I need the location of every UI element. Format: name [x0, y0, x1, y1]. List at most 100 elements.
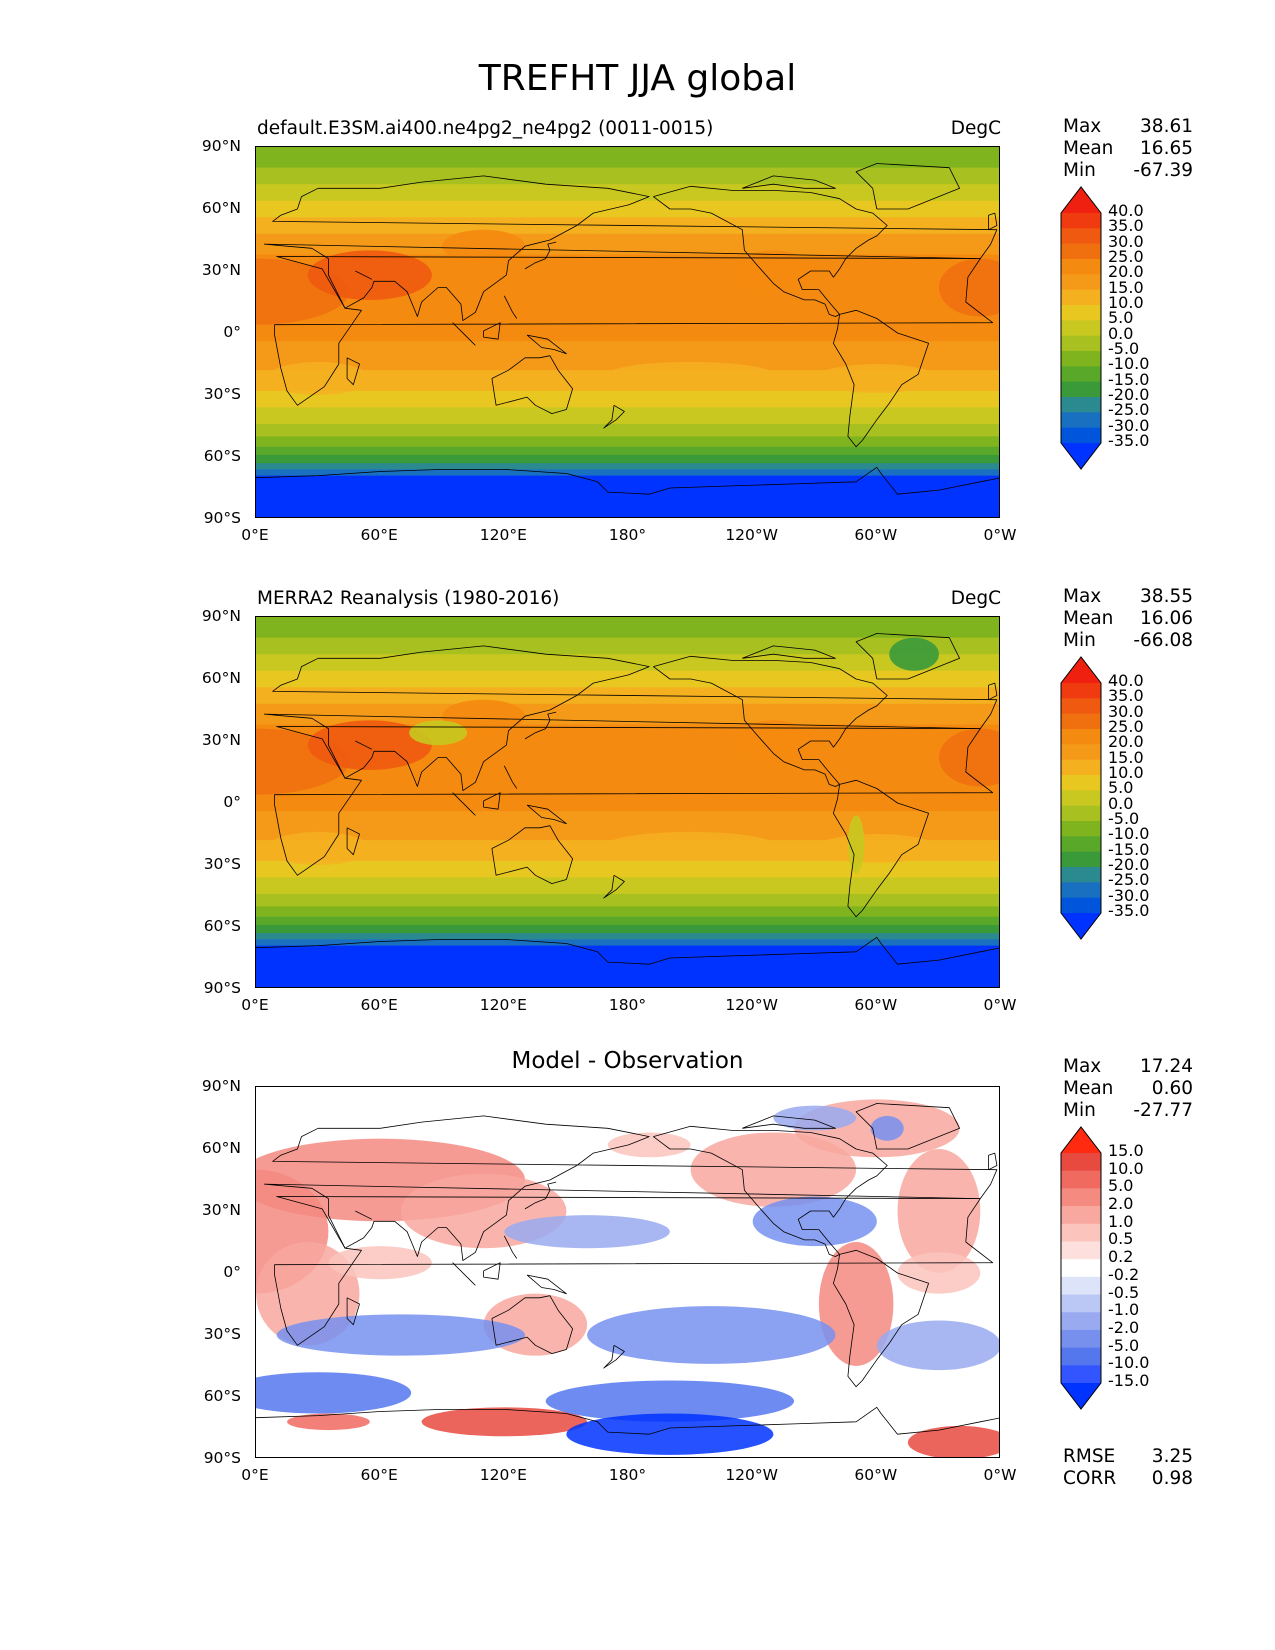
lon-tick-label: 120°W: [725, 526, 778, 544]
hot-region: [736, 250, 811, 292]
colorbar-segment: [1061, 1276, 1101, 1296]
lon-tick-label: 0°W: [983, 526, 1017, 544]
colorbar-extend-max: [1061, 187, 1101, 213]
temp-band: [256, 390, 999, 408]
colorbar-tick-label: 30.0: [1108, 231, 1144, 251]
colorbar-tick-label: 5.0: [1108, 778, 1134, 798]
stats-observation: Max 38.55 Mean 16.06 Min -66.08: [1063, 586, 1193, 652]
colorbar-segment: [1061, 412, 1101, 429]
hot-region: [736, 720, 811, 762]
colorbar-segment: [1061, 1223, 1101, 1243]
stat-min-label: Min: [1063, 630, 1096, 651]
coastline: [491, 355, 573, 414]
stat-max-label: Max: [1063, 586, 1102, 607]
colorbar-segment: [1061, 790, 1101, 807]
panel-obs-title: MERRA2 Reanalysis (1980-2016): [257, 588, 560, 609]
colorbar-tick-label: -30.0: [1108, 415, 1150, 435]
colorbar-difference: [1060, 1126, 1102, 1414]
colorbar-segment: [1061, 698, 1101, 715]
colorbar-segment: [1061, 882, 1101, 899]
coastline: [491, 1295, 573, 1354]
coastline: [274, 1196, 994, 1346]
lat-tick-label: 30°N: [201, 261, 241, 279]
stat-max-label: Max: [1063, 1056, 1102, 1077]
lon-tick-label: 180°: [608, 996, 647, 1014]
coastline: [855, 1103, 960, 1150]
lat-tick-label: 0°: [223, 793, 241, 811]
coastline: [256, 936, 999, 965]
stat-mean-value: 0.60: [1151, 1078, 1193, 1099]
lon-tick-label: 120°E: [479, 1466, 527, 1484]
coastline: [742, 175, 836, 189]
stat-min-value: -27.77: [1133, 1100, 1193, 1121]
colorbar-tick-label: 40.0: [1108, 671, 1144, 690]
cold-bias-region: [752, 1196, 877, 1247]
colorbar-svg: [1060, 656, 1102, 940]
colorbar-tick-label: 10.0: [1108, 293, 1144, 312]
cold-bias-region: [876, 1320, 999, 1371]
colorbar-tick-label: 35.0: [1108, 216, 1144, 236]
hot-region: [442, 229, 526, 263]
lat-tick-label: 90°N: [201, 607, 241, 625]
temp-band: [256, 436, 999, 448]
stat-min-value: -67.39: [1133, 160, 1193, 181]
panel-difference: Model - Observation 90°N 60°N 30°N 0° 30°S 60…: [0, 1048, 1275, 1508]
hot-region: [938, 258, 999, 317]
coastline: [653, 185, 888, 317]
colorbar-tick-label: -15.0: [1108, 1371, 1150, 1390]
temp-band: [256, 454, 999, 464]
temp-band: [256, 147, 999, 169]
lon-tick-label: 120°W: [725, 1466, 778, 1484]
lat-tick-label: 30°S: [203, 1325, 241, 1343]
panel-observation: MERRA2 Reanalysis (1980-2016) DegC 90°N 6…: [0, 578, 1275, 1038]
colorbar-segment: [1061, 683, 1101, 699]
colorbar-segment: [1061, 274, 1101, 291]
lat-tick-label: 30°N: [201, 731, 241, 749]
lat-tick-label: 90°S: [203, 509, 241, 527]
colorbar-tick-label: 5.0: [1108, 1176, 1134, 1196]
colorbar-segment: [1061, 320, 1101, 337]
coastline: [742, 1115, 836, 1129]
colorbar-svg: [1060, 186, 1102, 470]
coastline: [355, 1210, 373, 1220]
hot-region: [938, 728, 999, 787]
temp-band: [256, 933, 999, 940]
cold-bias-region: [566, 1413, 774, 1455]
colorbar-segment: [1061, 836, 1101, 853]
colorbar-tick-label: -10.0: [1108, 354, 1150, 374]
coastline: [833, 779, 929, 918]
warm-bias-region: [607, 1132, 691, 1158]
corr-value: 0.98: [1151, 1468, 1193, 1489]
colorbar-segment: [1061, 289, 1101, 306]
colorbar-tick-label: -35.0: [1108, 901, 1150, 920]
colorbar-segment: [1061, 1347, 1101, 1366]
colorbar-extend-min: [1061, 1383, 1101, 1409]
coastline: [855, 633, 960, 680]
colorbar-segment: [1061, 867, 1101, 883]
colorbar-segment: [1061, 1259, 1101, 1278]
colorbar-tick-label: -30.0: [1108, 885, 1150, 905]
temp-band: [256, 703, 999, 725]
colorbar-tick-label: 15.0: [1108, 1141, 1144, 1160]
colorbar-segment: [1061, 366, 1101, 383]
cool-region: [814, 364, 939, 393]
coastline: [988, 1152, 998, 1171]
lon-tick-label: 0°W: [983, 1466, 1017, 1484]
temp-band: [256, 254, 999, 276]
lat-tick-label: 0°: [223, 323, 241, 341]
coastline: [603, 874, 625, 899]
temp-band: [256, 939, 999, 947]
temp-band: [256, 167, 999, 185]
cold-bias-region: [773, 1105, 857, 1131]
coastline: [503, 765, 518, 789]
temp-band: [256, 916, 999, 926]
temp-band: [256, 469, 999, 477]
cool-region: [266, 831, 370, 865]
colorbar-tick-label: -35.0: [1108, 431, 1150, 450]
lat-tick-label: 90°S: [203, 979, 241, 997]
colorbar-segment: [1061, 1329, 1101, 1349]
warm-bias-region: [897, 1252, 981, 1294]
map-observation: [255, 616, 1000, 988]
coastline: [483, 322, 501, 340]
temp-band: [256, 233, 999, 255]
